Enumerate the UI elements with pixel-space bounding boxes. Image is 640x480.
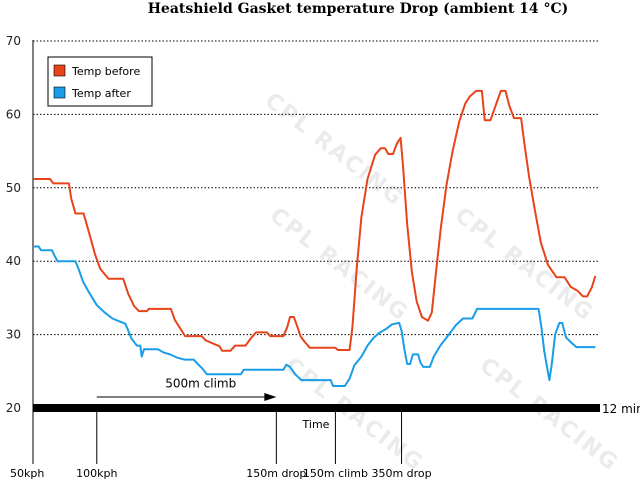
series-line-temp-before <box>33 89 597 352</box>
legend-box <box>47 56 153 107</box>
watermark-text: CPL RACING <box>475 353 623 477</box>
legend-label-temp-after: Temp after <box>71 87 131 100</box>
marker-label: 100kph <box>76 467 117 480</box>
marker-label: 150m climb <box>303 467 368 480</box>
x-axis-label: Time <box>302 418 330 431</box>
legend: Temp before Temp after <box>47 56 153 107</box>
time-axis-bar <box>33 404 600 412</box>
climb-arrow-head <box>264 392 277 401</box>
watermark-text: CPL RACING <box>280 353 428 477</box>
climb-annotation: 500m climb <box>96 376 277 401</box>
y-tick-label: 70 <box>6 34 21 48</box>
marker-label: 150m drop <box>246 467 306 480</box>
chart-title: Heatshield Gasket temperature Drop (ambi… <box>148 1 569 17</box>
series-line-temp-after <box>33 245 596 387</box>
marker-label: 350m drop <box>371 467 431 480</box>
y-tick-label: 50 <box>6 181 21 195</box>
y-tick-label: 20 <box>6 401 21 415</box>
time-axis <box>33 404 600 412</box>
series-layer <box>33 89 597 387</box>
y-axis: 20 30 40 50 60 70 <box>6 34 21 415</box>
y-tick-label: 60 <box>6 107 21 121</box>
legend-label-temp-before: Temp before <box>71 65 140 78</box>
y-tick-label: 30 <box>6 328 21 342</box>
x-end-label: 12 min <box>602 402 640 416</box>
watermark-text: CPL RACING <box>265 203 413 327</box>
legend-swatch-temp-after <box>53 86 66 99</box>
legend-swatch-temp-before <box>53 64 66 77</box>
gridlines <box>32 40 600 408</box>
annotation-label: 500m climb <box>165 376 236 390</box>
y-tick-label: 40 <box>6 254 21 268</box>
marker-label: 50kph <box>10 467 44 480</box>
